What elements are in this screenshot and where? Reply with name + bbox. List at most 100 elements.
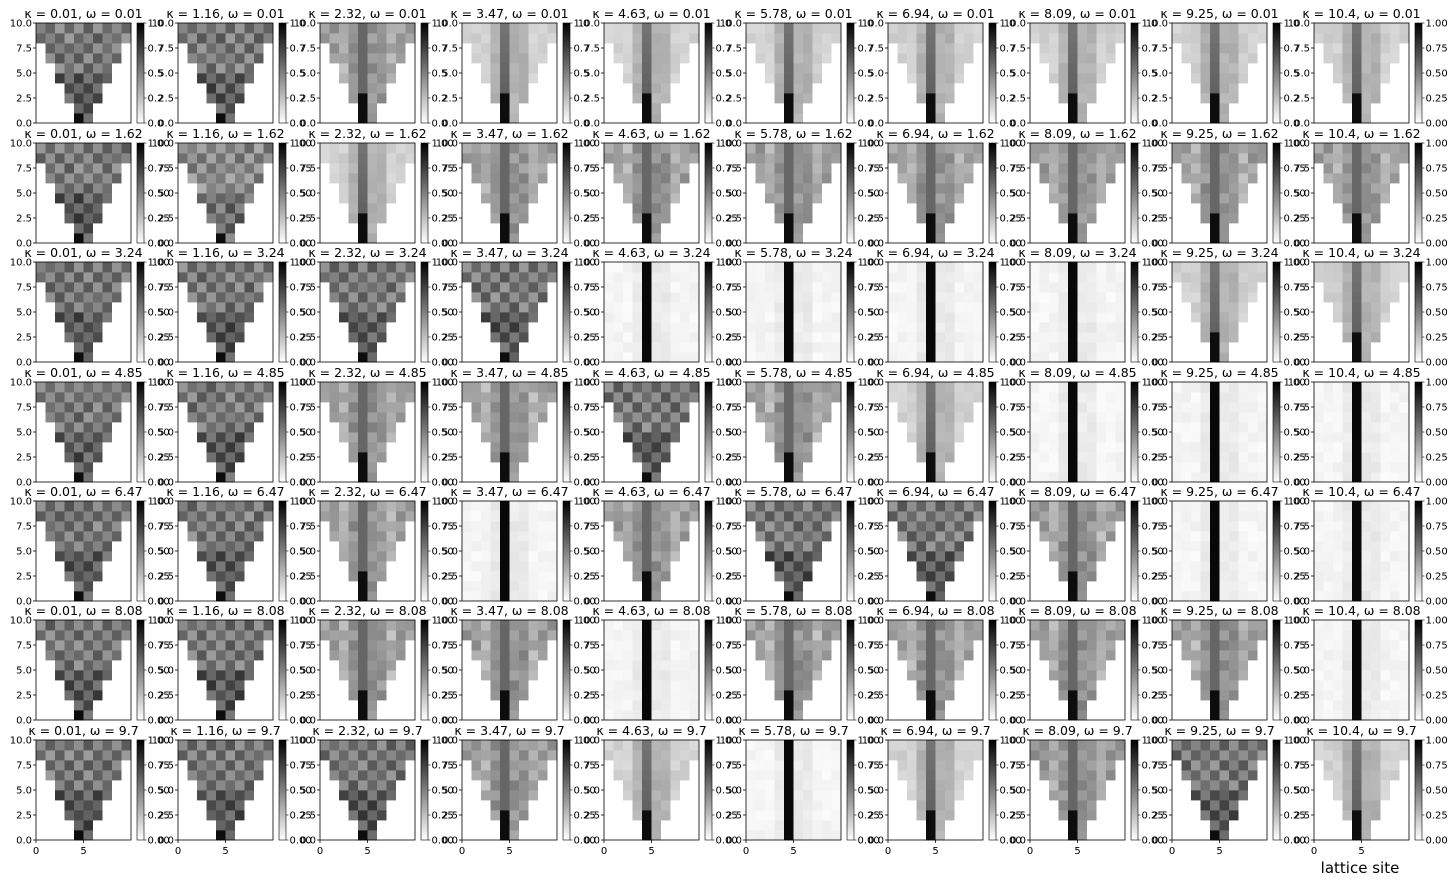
heatmap-cell: [1229, 402, 1239, 412]
heatmap-cell: [1040, 173, 1050, 183]
heatmap-cell: [1352, 173, 1362, 183]
y-tick-label: 2.5: [868, 94, 884, 105]
heatmap-cell: [1087, 352, 1097, 362]
heatmap-cell: [964, 292, 974, 302]
heatmap-cell: [330, 262, 340, 272]
heatmap-cell: [207, 153, 217, 163]
heatmap-cell: [112, 531, 122, 541]
heatmap-cell: [614, 213, 624, 223]
heatmap-cell: [122, 472, 132, 482]
heatmap-cell: [1078, 382, 1088, 392]
heatmap-cell: [661, 422, 671, 432]
heatmap-cell: [1068, 103, 1078, 113]
heatmap-cell: [1087, 312, 1097, 322]
heatmap-cell: [917, 412, 927, 422]
heatmap-cell: [1172, 63, 1182, 73]
heatmap-cell: [642, 93, 652, 103]
heatmap-cell: [216, 53, 226, 63]
heatmap-cell: [491, 332, 501, 342]
heatmap-cell: [197, 332, 207, 342]
heatmap-cell: [226, 571, 236, 581]
heatmap-cell: [1248, 233, 1258, 243]
heatmap-cell: [245, 282, 255, 292]
heatmap-cell: [623, 382, 633, 392]
heatmap-cell: [320, 462, 330, 472]
heatmap-cell: [1343, 143, 1353, 153]
heatmap-cell: [529, 262, 539, 272]
heatmap-cell: [396, 472, 406, 482]
y-tick-label: 2.5: [1152, 453, 1168, 464]
heatmap-cell: [500, 272, 510, 282]
heatmap-cell: [746, 173, 756, 183]
heatmap-cell: [822, 43, 832, 53]
heatmap-cell: [907, 292, 917, 302]
heatmap-cell: [832, 452, 842, 462]
heatmap-cell: [387, 43, 397, 53]
heatmap-cell: [1314, 233, 1324, 243]
heatmap-cell: [74, 23, 84, 33]
heatmap-cell: [65, 302, 75, 312]
heatmap-cell: [1324, 322, 1334, 332]
heatmap-cell: [36, 352, 46, 362]
heatmap-cell: [197, 402, 207, 412]
heatmap-cell: [661, 213, 671, 223]
heatmap-cell: [671, 193, 681, 203]
heatmap-cell: [1201, 412, 1211, 422]
heatmap-cell: [368, 272, 378, 282]
heatmap-cell: [1116, 432, 1126, 442]
heatmap-cell: [1087, 302, 1097, 312]
heatmap-cell: [245, 332, 255, 342]
heatmap-cell: [661, 292, 671, 302]
heatmap-cell: [661, 233, 671, 243]
heatmap-cell: [462, 83, 472, 93]
heatmap-cell: [794, 43, 804, 53]
heatmap-cell: [964, 412, 974, 422]
heatmap-cell: [510, 412, 520, 422]
heatmap-cell: [926, 352, 936, 362]
heatmap-cell: [254, 53, 264, 63]
heatmap-cell: [65, 292, 75, 302]
heatmap-cell: [491, 422, 501, 432]
heatmap-cell: [945, 183, 955, 193]
heatmap-cell: [1239, 432, 1249, 442]
heatmap-cell: [746, 332, 756, 342]
heatmap-cell: [794, 262, 804, 272]
heatmap-cell: [36, 412, 46, 422]
heatmap-cell: [1220, 382, 1230, 392]
panel-2-6: 0.02.55.07.510.00.000.250.500.751.00κ = …: [862, 245, 1022, 369]
heatmap-cell: [178, 442, 188, 452]
colorbar-tick-label: 1.00: [1426, 139, 1448, 150]
heatmap-cell: [1381, 382, 1391, 392]
heatmap-cell: [917, 233, 927, 243]
heatmap-cell: [964, 143, 974, 153]
heatmap-cell: [481, 531, 491, 541]
heatmap-cell: [216, 23, 226, 33]
heatmap-cell: [888, 472, 898, 482]
heatmap-cell: [1049, 282, 1059, 292]
heatmap-cell: [794, 163, 804, 173]
heatmap-cell: [235, 143, 245, 153]
heatmap-cell: [538, 541, 548, 551]
panel-2-4: 0.02.55.07.510.00.000.250.500.751.00κ = …: [578, 245, 738, 369]
heatmap-cell: [1239, 23, 1249, 33]
heatmap-cell: [1201, 73, 1211, 83]
heatmap-cell: [1314, 342, 1324, 352]
heatmap-cell: [1068, 33, 1078, 43]
heatmap-cell: [955, 422, 965, 432]
heatmap-cell: [216, 73, 226, 83]
heatmap-cell: [1352, 462, 1362, 472]
heatmap-cell: [548, 462, 558, 472]
heatmap-cell: [122, 332, 132, 342]
heatmap-cell: [633, 312, 643, 322]
heatmap-cell: [481, 352, 491, 362]
heatmap-cell: [226, 213, 236, 223]
heatmap-cell: [122, 103, 132, 113]
heatmap-cell: [84, 113, 94, 123]
heatmap-cell: [765, 193, 775, 203]
heatmap-cell: [955, 223, 965, 233]
heatmap-cell: [320, 143, 330, 153]
heatmap-cell: [832, 43, 842, 53]
heatmap-cell: [1352, 282, 1362, 292]
heatmap-cell: [1182, 203, 1192, 213]
heatmap-cell: [188, 113, 198, 123]
